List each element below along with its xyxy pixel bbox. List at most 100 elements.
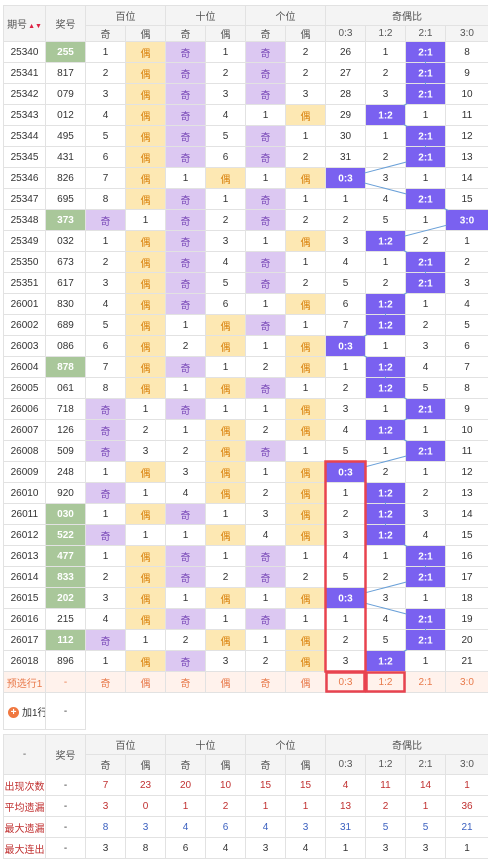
predict-ratio-3-0[interactable]: 3:0 xyxy=(445,671,488,693)
units-odd-header: 奇 xyxy=(245,25,286,42)
stats-value: 3 xyxy=(85,795,126,817)
ratio-miss-cell: 5 xyxy=(325,566,366,588)
prize-number-cell: 522 xyxy=(45,524,86,546)
stats-tens-odd: 奇 xyxy=(165,754,206,775)
even-hit-cell: 偶 xyxy=(285,335,326,357)
even-miss-cell: 1 xyxy=(285,251,326,273)
stats-value: 4 xyxy=(165,816,206,838)
odd-miss-cell: 1 xyxy=(165,167,206,189)
table-row: 25346 826 7 偶 1 偶 1 偶 0:3 3 1 14 xyxy=(3,167,488,189)
odd-miss-cell: 1 xyxy=(165,419,206,441)
odd-miss-cell: 2 xyxy=(85,62,126,84)
add-row-button[interactable]: + 加1行 xyxy=(3,692,46,730)
even-hit-cell: 偶 xyxy=(285,104,326,126)
predict-row[interactable]: 预选行1 - 奇 偶 奇 偶 奇 偶 0:3 1:2 2:1 3:0 xyxy=(3,671,488,693)
predict-tens-odd[interactable]: 奇 xyxy=(165,671,206,693)
even-miss-cell: 1 xyxy=(285,314,326,336)
issue-cell: 26011 xyxy=(3,503,46,525)
predict-tens-even[interactable]: 偶 xyxy=(205,671,246,693)
stats-value: 23 xyxy=(125,774,166,796)
ratio-miss-cell: 3 xyxy=(445,272,488,294)
even-hit-cell: 偶 xyxy=(125,335,166,357)
predict-ratio-1-2[interactable]: 1:2 xyxy=(365,671,406,693)
odd-miss-cell: 8 xyxy=(85,188,126,210)
ratio-miss-cell: 10 xyxy=(445,83,488,105)
even-hit-cell: 偶 xyxy=(285,524,326,546)
stats-value: 4 xyxy=(205,837,246,859)
even-hit-cell: 偶 xyxy=(125,356,166,378)
table-row: 26017 112 奇 1 2 偶 1 偶 2 5 2:1 20 xyxy=(3,629,488,651)
add-row-label[interactable]: 加1行 xyxy=(22,707,46,719)
even-miss-cell: 2 xyxy=(205,566,246,588)
predict-units-even[interactable]: 偶 xyxy=(285,671,326,693)
prize-number-cell: 830 xyxy=(45,293,86,315)
table-row: 25345 431 6 偶奇 6 奇 2 31 2 2:1 13 xyxy=(3,146,488,168)
ratio-2-1-header: 2:1 xyxy=(405,25,446,42)
odd-miss-cell: 2 xyxy=(245,356,286,378)
even-hit-cell: 偶 xyxy=(285,398,326,420)
stats-value: 14 xyxy=(405,774,446,796)
prize-number-cell: 079 xyxy=(45,83,86,105)
table-row: 26011 030 1 偶奇 1 3 偶 2 1:2 3 14 xyxy=(3,503,488,525)
prize-number-cell: 689 xyxy=(45,314,86,336)
ratio-miss-cell: 11 xyxy=(445,440,488,462)
stats-value: 7 xyxy=(85,774,126,796)
add-row-empty xyxy=(86,693,488,730)
even-hit-cell: 偶 xyxy=(285,167,326,189)
odd-miss-cell: 1 xyxy=(165,377,206,399)
prize-number-cell: 086 xyxy=(45,335,86,357)
odd-miss-cell: 4 xyxy=(85,293,126,315)
ratio-miss-cell: 8 xyxy=(445,41,488,63)
predict-units-odd[interactable]: 奇 xyxy=(245,671,286,693)
prize-number-cell: 248 xyxy=(45,461,86,483)
table-row: 26009 248 1 偶 3 偶 1 偶 0:3 2 1 12 xyxy=(3,461,488,483)
ratio-hit-cell: 2:1 xyxy=(405,398,446,420)
stats-units-header: 个位 xyxy=(245,734,326,755)
even-miss-cell: 2 xyxy=(205,209,246,231)
stats-value: 1 xyxy=(405,795,446,817)
ratio-miss-cell: 2 xyxy=(325,629,366,651)
ratio-miss-cell: 31 xyxy=(325,146,366,168)
ratio-miss-cell: 2 xyxy=(365,272,406,294)
prize-number-cell: 202 xyxy=(45,587,86,609)
odd-miss-cell: 1 xyxy=(85,230,126,252)
even-miss-cell: 3 xyxy=(125,440,166,462)
ratio-hit-cell: 2:1 xyxy=(405,41,446,63)
even-miss-cell: 1 xyxy=(205,41,246,63)
stats-value: 5 xyxy=(365,816,406,838)
predict-ratio-2-1[interactable]: 2:1 xyxy=(405,671,446,693)
ratio-miss-cell: 1 xyxy=(325,188,366,210)
stats-value: 1 xyxy=(165,795,206,817)
odd-miss-cell: 1 xyxy=(85,545,126,567)
plus-icon[interactable]: + xyxy=(8,707,19,719)
issue-header[interactable]: 期号▲▼ xyxy=(3,5,46,42)
odd-hit-cell: 奇 xyxy=(85,398,126,420)
sort-icon[interactable]: ▲▼ xyxy=(28,23,42,30)
odd-hit-cell: 奇 xyxy=(85,629,126,651)
predict-ratio-0-3[interactable]: 0:3 xyxy=(325,671,366,693)
issue-cell: 26005 xyxy=(3,377,46,399)
issue-cell: 25349 xyxy=(3,230,46,252)
even-miss-cell: 1 xyxy=(205,398,246,420)
table-row: 26002 689 5 偶 1 偶奇 1 7 1:2 2 5 xyxy=(3,314,488,336)
stats-ratio-0-3: 0:3 xyxy=(325,754,366,775)
stats-value: 1 xyxy=(445,837,488,859)
ratio-miss-cell: 9 xyxy=(445,62,488,84)
table-row: 25348 373 奇 1 奇 2 奇 2 2 5 1 3:0 xyxy=(3,209,488,231)
ratio-1-2-header: 1:2 xyxy=(365,25,406,42)
ratio-miss-cell: 1 xyxy=(445,230,488,252)
ratio-miss-cell: 5 xyxy=(325,272,366,294)
odd-miss-cell: 2 xyxy=(165,440,206,462)
predict-hundreds-odd[interactable]: 奇 xyxy=(85,671,126,693)
table-row: 26015 202 3 偶 1 偶 1 偶 0:3 3 1 18 xyxy=(3,587,488,609)
predict-hundreds-even[interactable]: 偶 xyxy=(125,671,166,693)
stats-value: 1 xyxy=(285,795,326,817)
even-miss-cell: 4 xyxy=(205,251,246,273)
odd-miss-cell: 2 xyxy=(245,650,286,672)
predict-label[interactable]: 预选行1 xyxy=(3,671,46,693)
ratio-miss-cell: 4 xyxy=(405,356,446,378)
stats-value: 36 xyxy=(445,795,488,817)
odd-hit-cell: 奇 xyxy=(165,41,206,63)
ratio-miss-cell: 16 xyxy=(445,545,488,567)
even-hit-cell: 偶 xyxy=(205,482,246,504)
